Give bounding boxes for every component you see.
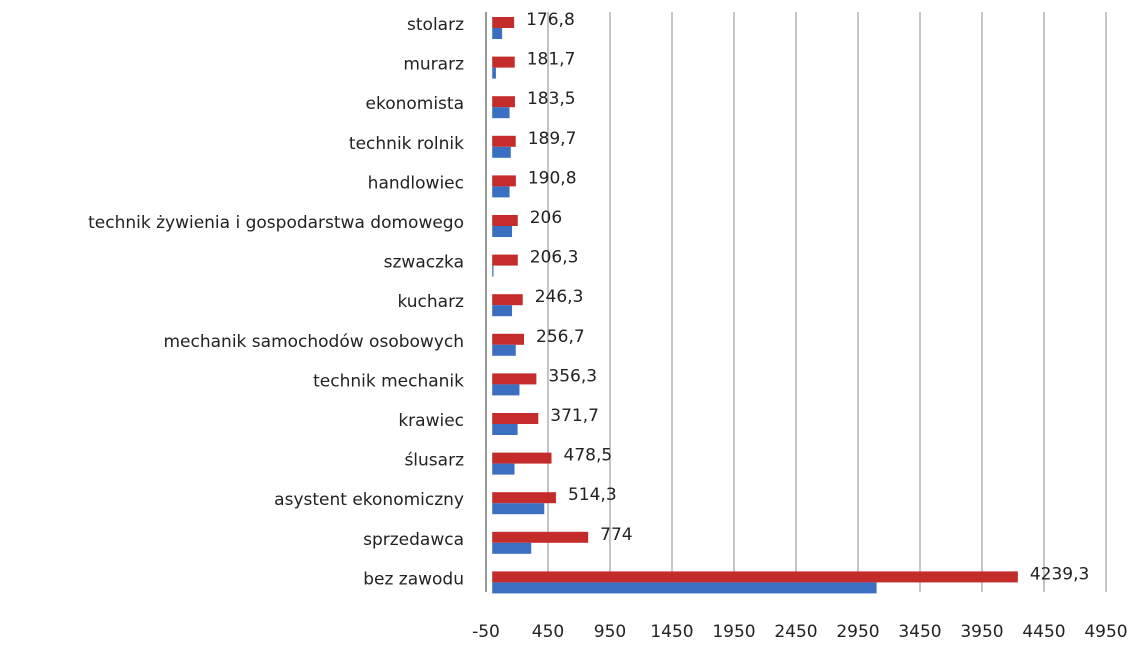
bar: [492, 333, 525, 345]
y-tick-label: technik mechanik: [313, 371, 464, 391]
data-label: 371,7: [550, 406, 599, 426]
y-tick-label: ślusarz: [404, 451, 464, 471]
bar: [492, 582, 877, 594]
data-label: 206: [530, 208, 562, 228]
bar: [492, 571, 1018, 583]
bar: [492, 67, 496, 79]
bar: [492, 542, 532, 554]
y-tick-label: szwaczka: [384, 253, 464, 273]
y-tick-label: murarz: [403, 55, 464, 75]
y-tick-label: sprzedawca: [363, 530, 464, 550]
bar: [492, 424, 518, 435]
data-label: 183,5: [527, 89, 576, 109]
bar: [492, 503, 545, 515]
bar: [492, 373, 537, 385]
y-tick-label: technik rolnik: [349, 134, 464, 154]
bar: [492, 531, 589, 543]
x-tick-label: 1450: [650, 622, 693, 641]
bar: [492, 56, 515, 68]
bar: [492, 175, 516, 187]
data-label: 356,3: [548, 366, 597, 386]
data-label: 478,5: [564, 446, 613, 466]
bar: [492, 265, 494, 277]
bar: [492, 463, 515, 475]
data-label: 181,7: [527, 50, 576, 70]
y-tick-label: kucharz: [397, 292, 464, 312]
y-tick-label: bez zawodu: [363, 569, 464, 589]
y-tick-label: krawiec: [398, 411, 464, 431]
bar: [492, 17, 515, 28]
bar: [492, 226, 513, 237]
bar: [492, 413, 539, 424]
data-label: 190,8: [528, 168, 577, 188]
data-label: 514,3: [568, 485, 617, 505]
bar: [492, 254, 518, 266]
bar: [492, 107, 510, 119]
x-tick-label: 3950: [960, 622, 1003, 641]
bar: [492, 146, 511, 158]
data-label: 246,3: [535, 287, 584, 307]
data-label: 176,8: [526, 10, 575, 30]
bar: [492, 492, 556, 504]
x-tick-label: 4450: [1022, 622, 1065, 641]
bar: [492, 294, 523, 306]
x-tick-label: 2450: [774, 622, 817, 641]
bar: [492, 135, 516, 147]
x-tick-label: 2950: [836, 622, 879, 641]
bar: [492, 96, 515, 108]
data-label: 206,3: [530, 248, 579, 268]
y-tick-label: handlowiec: [368, 173, 464, 193]
bar: [492, 305, 513, 317]
bar: [492, 384, 520, 396]
x-tick-label: 3450: [898, 622, 941, 641]
bar: [492, 344, 516, 356]
y-tick-label: mechanik samochodów osobowych: [164, 332, 465, 352]
bar: [492, 215, 518, 226]
x-tick-label: 4950: [1084, 622, 1127, 641]
data-label: 4239,3: [1030, 564, 1089, 584]
y-tick-label: stolarz: [407, 15, 464, 35]
x-tick-label: 450: [532, 622, 564, 641]
data-label: 256,7: [536, 327, 585, 347]
x-tick-label: -50: [472, 622, 500, 641]
x-tick-label: 950: [594, 622, 626, 641]
x-tick-label: 1950: [712, 622, 755, 641]
data-label: 189,7: [528, 129, 577, 149]
bar: [492, 186, 510, 198]
y-tick-label: ekonomista: [366, 94, 465, 114]
bar: [492, 28, 503, 39]
y-tick-label: technik żywienia i gospodarstwa domowego: [88, 213, 464, 233]
y-tick-label: asystent ekonomiczny: [274, 490, 464, 510]
bar: [492, 452, 552, 464]
data-label: 774: [600, 525, 632, 545]
